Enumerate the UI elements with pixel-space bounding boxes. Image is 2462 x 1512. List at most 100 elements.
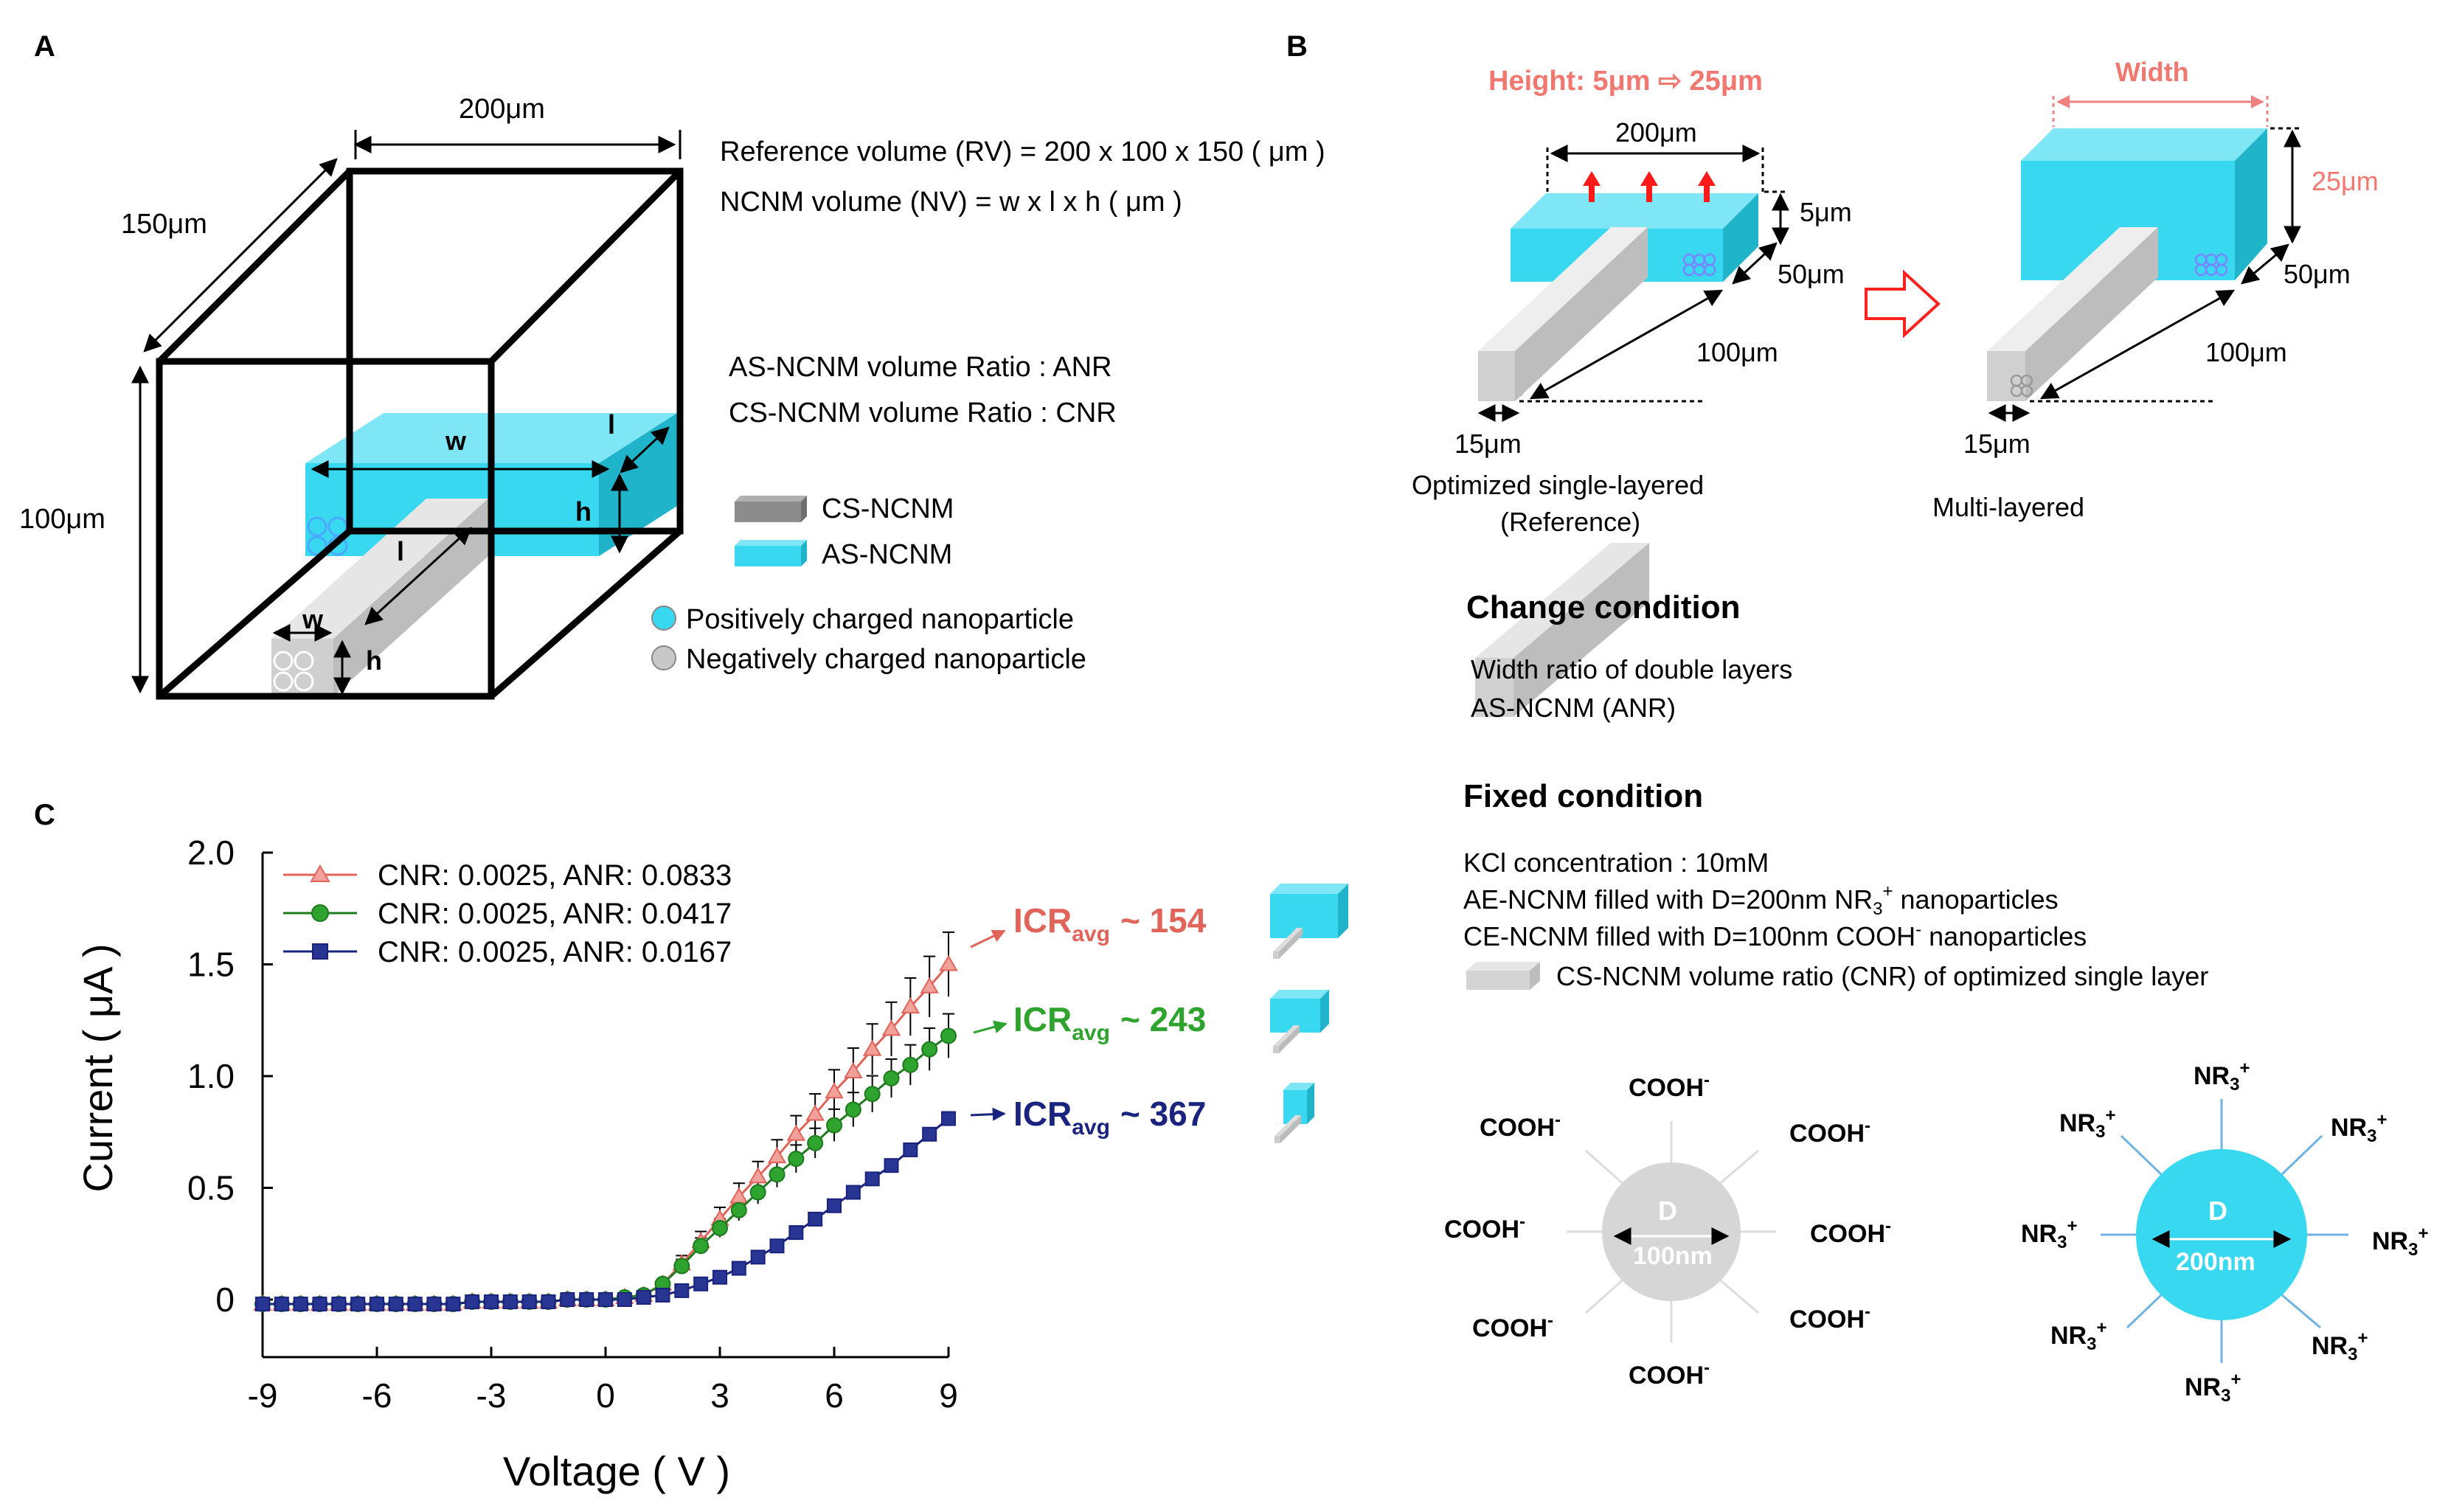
data-point-circle: [769, 1166, 786, 1183]
legend-label: CNR: 0.0025, ANR: 0.0417: [378, 898, 732, 930]
data-point-square: [674, 1283, 690, 1298]
data-point-circle: [730, 1201, 747, 1218]
data-point-circle: [940, 1027, 957, 1044]
fixed-condition-line4: CS-NCNM volume ratio (CNR) of optimized …: [1556, 961, 2208, 991]
data-point-circle: [845, 1101, 861, 1118]
data-point-square: [827, 1198, 842, 1213]
data-point-square: [941, 1111, 956, 1126]
x-axis-label: Voltage ( V ): [503, 1448, 730, 1494]
nr3-label: NR3+: [2050, 1318, 2106, 1354]
data-point-triangle: [939, 954, 958, 971]
nr3-label: NR3+: [2185, 1370, 2241, 1406]
data-point-circle: [826, 1117, 842, 1134]
cooh-label: COOH-: [1472, 1311, 1553, 1342]
legend-cs-ncnm-label: CS-NCNM: [822, 493, 954, 524]
change-condition-title: Change condition: [1466, 589, 1741, 625]
legend-marker-circle: [311, 904, 329, 922]
nr3-label: NR3+: [2372, 1224, 2428, 1260]
series-line-0: [263, 963, 950, 1305]
ref-width-label: 200μm: [1615, 117, 1697, 148]
data-point-circle: [749, 1184, 766, 1201]
panel-b: B Height: 5μm ⇨ 25μm: [1286, 30, 2428, 1406]
data-point-square: [808, 1211, 823, 1227]
data-point-square: [884, 1158, 899, 1173]
data-point-triangle: [862, 1039, 882, 1056]
data-point-triangle: [805, 1104, 825, 1121]
height-change-label: Height: 5μm ⇨ 25μm: [1488, 66, 1763, 97]
pos-particle-size: 200nm: [2176, 1248, 2255, 1276]
dim-height-a: 100μm: [19, 504, 105, 535]
data-point-circle: [902, 1056, 919, 1073]
icr-label-2: ICRavg ~ 243: [1013, 1000, 1206, 1045]
cnr-definition: CS-NCNM volume Ratio : CNR: [729, 398, 1117, 429]
nr3-label: NR3+: [2312, 1328, 2368, 1364]
cooh-labels: COOH- COOH- COOH- COOH- COOH- COOH- COOH…: [1444, 1070, 1891, 1390]
pos-particle-d: D: [2208, 1196, 2227, 1226]
legend-positive-label: Positively charged nanoparticle: [686, 604, 1074, 635]
x-tick-label: 3: [710, 1376, 729, 1415]
cooh-label: COOH-: [1789, 1302, 1870, 1334]
negative-particle-diagram: D 100nm: [1567, 1121, 1776, 1342]
dim-width-a: 200μm: [459, 94, 545, 125]
data-point-square: [370, 1297, 384, 1312]
data-point-circle: [673, 1258, 690, 1275]
x-tick-label: -3: [476, 1376, 507, 1415]
data-point-square: [465, 1294, 480, 1310]
panel-b-label: B: [1286, 30, 1308, 63]
legend-negative-label: Negatively charged nanoparticle: [686, 644, 1086, 675]
fixed-condition-line3-main: CE-NCNM filled with D=100nm COOH: [1463, 921, 1915, 951]
data-point-square: [579, 1292, 594, 1307]
data-point-square: [922, 1126, 937, 1142]
fixed-condition-line3: CE-NCNM filled with D=100nm COOH- nanopa…: [1463, 920, 2087, 951]
y-tick-label: 0.5: [187, 1169, 235, 1207]
icr-block-icon-2: [1270, 990, 1329, 1053]
panel-c-label: C: [34, 799, 55, 831]
nr3-label: NR3+: [2021, 1216, 2077, 1252]
var-h-bar: h: [366, 645, 382, 676]
fixed-condition-line1: KCl concentration : 10mM: [1463, 847, 1769, 878]
data-point-circle: [864, 1086, 881, 1103]
y-tick-label: 2.0: [187, 833, 235, 872]
ref-length-label: 100μm: [1696, 337, 1778, 367]
data-point-triangle: [901, 997, 920, 1014]
fixed-condition-line3-rest: nanoparticles: [1921, 921, 2087, 951]
cooh-label: COOH-: [1444, 1212, 1525, 1244]
data-point-triangle: [844, 1061, 863, 1078]
icr-label-3: ICRavg ~ 367: [1013, 1095, 1206, 1140]
data-point-triangle: [786, 1124, 806, 1141]
nr3-label: NR3+: [2059, 1106, 2115, 1142]
x-tick-label: -6: [362, 1376, 392, 1415]
data-point-square: [484, 1294, 499, 1310]
data-point-square: [617, 1292, 632, 1307]
data-point-square: [693, 1276, 709, 1291]
var-l-slab: l: [608, 409, 615, 440]
data-point-square: [388, 1297, 403, 1312]
rv-equation: Reference volume (RV) = 200 x 100 x 150 …: [720, 136, 1325, 167]
positive-particle-diagram: D 200nm: [2101, 1099, 2348, 1363]
data-point-square: [274, 1297, 289, 1312]
multi-block: [2021, 128, 2267, 280]
negative-particles-a: [273, 651, 314, 692]
change-condition-line2: AS-NCNM (ANR): [1471, 693, 1676, 723]
neg-particle-d: D: [1658, 1196, 1677, 1226]
y-tick-label: 1.5: [187, 946, 235, 984]
dimension-lines-a: [131, 130, 682, 696]
data-point-square: [426, 1297, 442, 1312]
data-point-square: [788, 1225, 804, 1241]
var-w-slab: w: [445, 426, 467, 456]
data-point-triangle: [881, 1019, 901, 1036]
legend-label: CNR: 0.0025, ANR: 0.0833: [378, 859, 732, 892]
legend-a: CS-NCNM AS-NCNM Positively charged nanop…: [651, 493, 1086, 675]
icr-block-icon-3: [1275, 1083, 1314, 1143]
icr-block-icon-1: [1270, 884, 1348, 959]
nr3-label: NR3+: [2194, 1058, 2250, 1095]
x-tick-label: 6: [825, 1376, 844, 1415]
data-point-square: [903, 1142, 918, 1157]
data-point-circle: [712, 1220, 728, 1237]
x-tick-label: 0: [596, 1376, 615, 1415]
chart-axes: 0 0.5 1.0 1.5 2.0 -9 -6 -3 0 3 6 9: [187, 833, 958, 1415]
var-w-bar: w: [302, 604, 324, 634]
ref-height-label: 5μm: [1800, 197, 1852, 227]
anr-definition: AS-NCNM volume Ratio : ANR: [729, 352, 1112, 383]
fixed-condition-line2-rest: nanoparticles: [1893, 884, 2059, 915]
